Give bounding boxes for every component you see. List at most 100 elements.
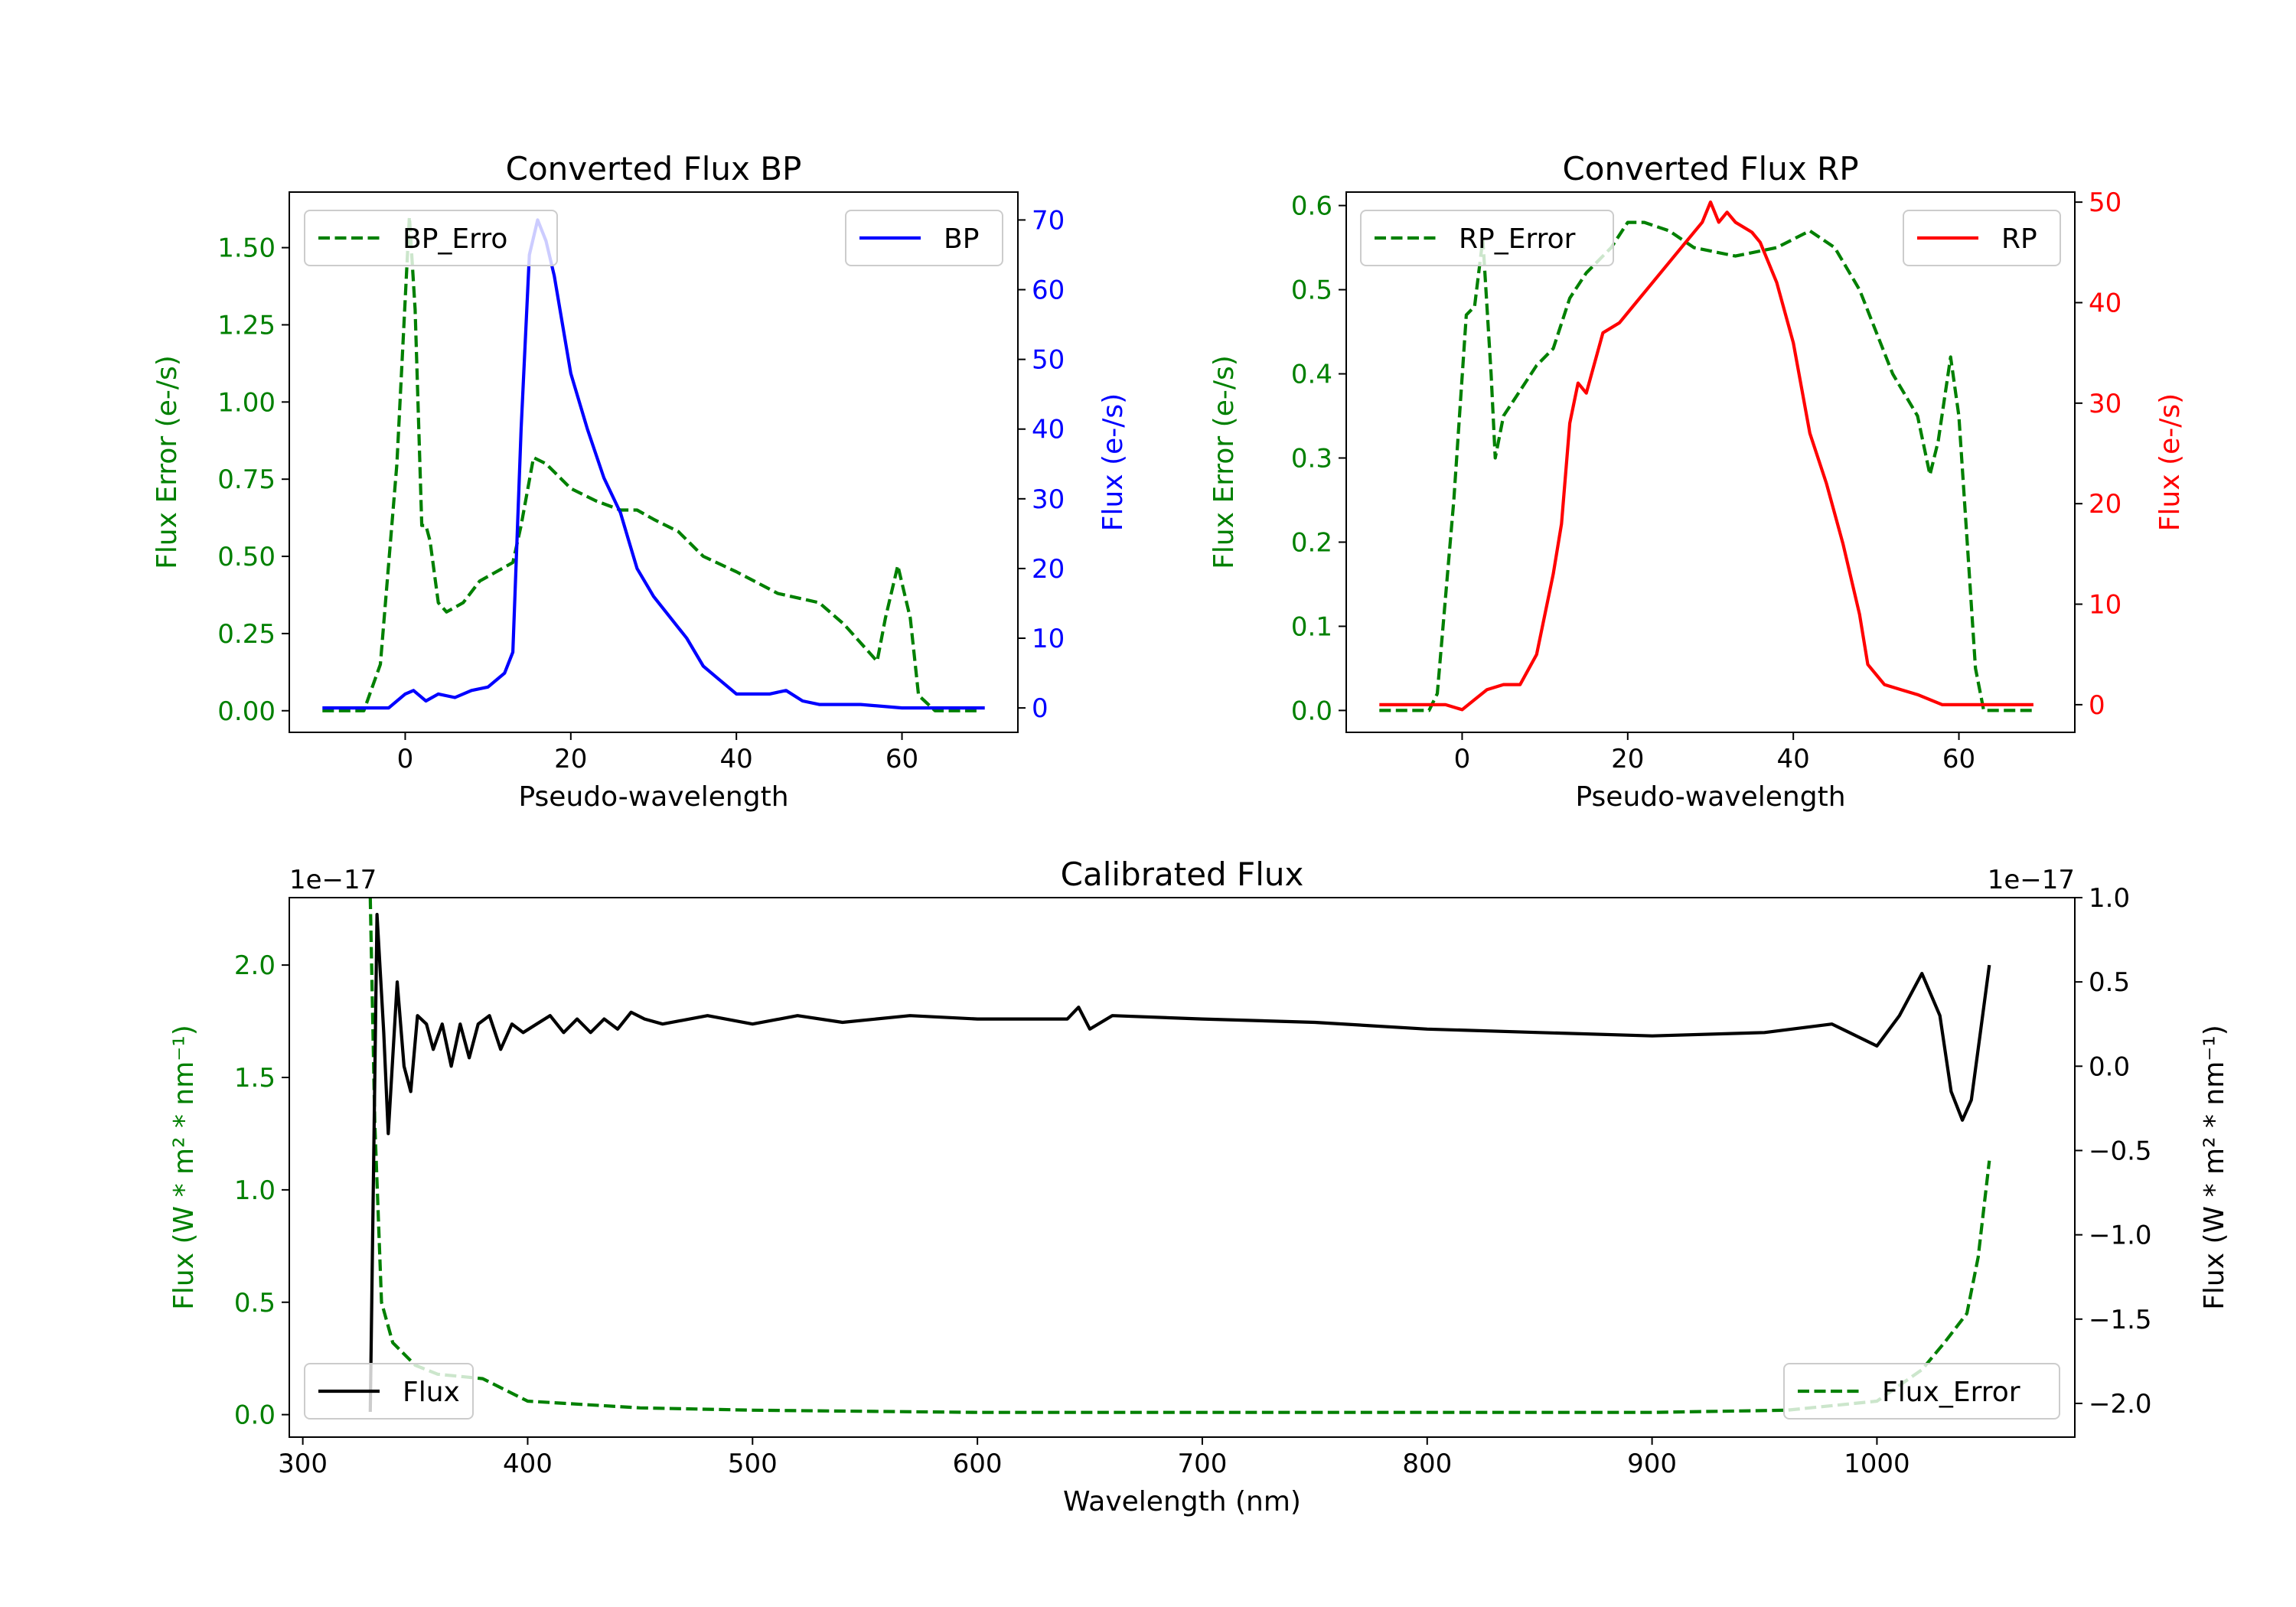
bp-title: Converted Flux BP	[506, 150, 802, 187]
rp-plot-frame	[1345, 191, 2076, 733]
calibrated-xtick-label: 800	[1402, 1449, 1452, 1479]
rp-series-rp-error	[1379, 220, 2033, 712]
bp-left-ylabel: Flux Error (e-/s)	[152, 355, 183, 569]
bp-legend-bp: BP	[845, 210, 1003, 266]
bp-right-tick-label: 30	[1032, 484, 1065, 515]
legend-box	[304, 1363, 474, 1420]
rp-right-tick-label: 50	[2089, 187, 2122, 218]
rp-right-ylabel: Flux (e-/s)	[2154, 393, 2186, 531]
legend-label: RP	[2001, 223, 2037, 255]
legend-label: RP_Error	[1459, 223, 1576, 255]
legend-label: Flux_Error	[1882, 1377, 2020, 1408]
calibrated-legend-flux: Flux	[304, 1363, 474, 1420]
legend-box	[1360, 210, 1614, 266]
bp-right-tick-label: 70	[1032, 205, 1065, 236]
bp-left-tick-label: 1.50	[217, 233, 276, 264]
rp-left-tick-label: 0.0	[1291, 696, 1332, 726]
calibrated-left-ylabel: Flux (W * m² * nm⁻¹)	[168, 1025, 200, 1310]
rp-left-tick-label: 0.4	[1291, 360, 1332, 390]
rp-right-tick-label: 30	[2089, 389, 2122, 419]
legend-box	[1783, 1363, 2060, 1420]
bp-xtick-label: 60	[885, 744, 918, 774]
calibrated-chart: 300 400 500 600 700 800 900 1000 0.0 0.5 1.0 1.5 2.0…	[168, 856, 2230, 1517]
legend-label: Flux	[403, 1377, 460, 1408]
rp-title: Converted Flux RP	[1562, 150, 1858, 187]
rp-xtick-label: 20	[1611, 744, 1644, 774]
calibrated-xtick-label: 700	[1177, 1449, 1227, 1479]
rp-left-tick-label: 0.2	[1291, 527, 1332, 558]
rp-xtick-label: 60	[1942, 744, 1975, 774]
bp-left-tick-label: 0.75	[217, 464, 276, 495]
calibrated-right-ylabel: Flux (W * m² * nm⁻¹)	[2199, 1025, 2230, 1310]
calibrated-series-group	[368, 898, 1991, 1414]
legend-label: BP_Erro	[403, 223, 507, 255]
rp-xtick-label: 0	[1454, 744, 1471, 774]
bp-right-tick-label: 20	[1032, 554, 1065, 585]
calibrated-series-flux-error	[368, 898, 1991, 1414]
calibrated-plot-frame	[289, 897, 2076, 1438]
calibrated-right-tick-label: 0.0	[2089, 1051, 2130, 1082]
bp-right-tick-label: 10	[1032, 624, 1065, 654]
bp-legend-bp-error: BP_Erro	[304, 210, 558, 266]
bp-left-tick-label: 1.25	[217, 310, 276, 341]
calibrated-right-tick-label: −0.5	[2089, 1136, 2152, 1166]
rp-right-tick-label: 10	[2089, 590, 2122, 621]
legend-box	[304, 210, 558, 266]
calibrated-left-offset: 1e−17	[289, 865, 377, 895]
bp-series-group	[322, 215, 985, 712]
calibrated-left-tick-label: 1.0	[234, 1175, 276, 1206]
calibrated-series-flux	[368, 912, 1991, 1413]
bp-left-tick-label: 0.00	[217, 696, 276, 727]
rp-xtick-label: 40	[1777, 744, 1810, 774]
calibrated-right-offset: 1e−17	[1988, 865, 2075, 895]
calibrated-left-tick-label: 0.5	[234, 1288, 276, 1319]
rp-left-tick-label: 0.1	[1291, 611, 1332, 642]
legend-label: BP	[944, 223, 979, 255]
calibrated-xtick-label: 900	[1627, 1449, 1677, 1479]
bp-series-bp	[322, 218, 985, 710]
rp-legend-rp-error: RP_Error	[1360, 210, 1614, 266]
legend-box	[845, 210, 1003, 266]
rp-series-rp	[1379, 200, 2033, 712]
calibrated-legend-flux-error: Flux_Error	[1783, 1363, 2060, 1420]
rp-series-group	[1379, 200, 2033, 712]
legend-box	[1903, 210, 2061, 266]
rp-chart: 0 20 40 60 0.0 0.1 0.2 0.3 0.4 0.5 0.6 0 10 20 30 40 50 C…	[1208, 150, 2186, 813]
calibrated-left-tick-label: 1.5	[234, 1063, 276, 1094]
calibrated-xtick-label: 1000	[1844, 1449, 1910, 1479]
bp-right-tick-label: 0	[1032, 693, 1049, 724]
bp-right-tick-label: 50	[1032, 345, 1065, 376]
bp-series-bp-error	[322, 215, 977, 712]
bp-xtick-label: 0	[397, 744, 414, 774]
calibrated-right-tick-label: −2.0	[2089, 1389, 2152, 1420]
calibrated-left-tick-label: 0.0	[234, 1400, 276, 1431]
rp-xlabel: Pseudo-wavelength	[1575, 781, 1845, 813]
rp-legend-rp: RP	[1903, 210, 2061, 266]
rp-right-tick-label: 0	[2089, 690, 2105, 721]
bp-chart: 0 20 40 60 0.00 0.25 0.50 0.75 1.00 1.25 1.50 0 10 20…	[152, 150, 1129, 813]
rp-left-tick-label: 0.5	[1291, 275, 1332, 306]
calibrated-right-tick-label: 1.0	[2089, 883, 2130, 914]
rp-left-tick-label: 0.6	[1291, 191, 1332, 222]
calibrated-title: Calibrated Flux	[1061, 856, 1304, 893]
bp-xtick-label: 40	[720, 744, 753, 774]
rp-left-tick-label: 0.3	[1291, 444, 1332, 474]
bp-left-tick-label: 0.25	[217, 619, 276, 650]
calibrated-xtick-label: 500	[728, 1449, 778, 1479]
bp-right-tick-label: 60	[1032, 275, 1065, 306]
rp-left-ylabel: Flux Error (e-/s)	[1208, 355, 1240, 569]
calibrated-xtick-label: 300	[278, 1449, 328, 1479]
calibrated-right-tick-label: −1.5	[2089, 1305, 2152, 1335]
calibrated-xlabel: Wavelength (nm)	[1063, 1486, 1301, 1517]
rp-right-tick-label: 40	[2089, 288, 2122, 318]
bp-plot-frame	[289, 191, 1019, 733]
calibrated-right-tick-label: 0.5	[2089, 967, 2130, 998]
calibrated-left-tick-label: 2.0	[234, 950, 276, 981]
bp-right-tick-label: 40	[1032, 415, 1065, 445]
calibrated-xtick-label: 600	[953, 1449, 1003, 1479]
bp-right-ylabel: Flux (e-/s)	[1097, 393, 1129, 531]
bp-xtick-label: 20	[554, 744, 587, 774]
bp-xlabel: Pseudo-wavelength	[518, 781, 788, 813]
rp-right-tick-label: 20	[2089, 489, 2122, 520]
